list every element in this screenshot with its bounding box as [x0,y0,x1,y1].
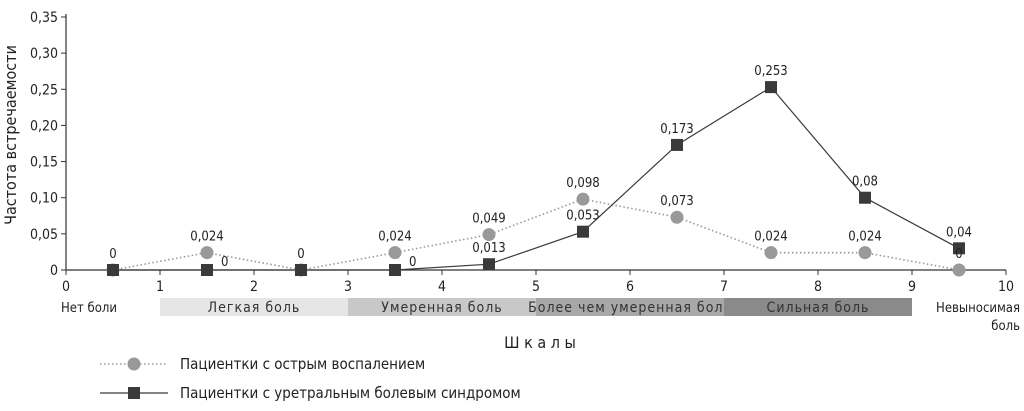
data-label: 0 [409,255,416,270]
series-point [483,258,495,271]
x-label-unbearable-1: Невыносимая [936,301,1020,316]
data-label: 0,024 [378,230,411,245]
x-label-no-pain: Нет боли [61,301,117,316]
series-point [765,81,777,94]
data-label: 0,049 [472,212,505,227]
x-axis-title: Ш к а л ы [504,333,576,352]
pain-band [536,298,724,316]
series-point [670,210,684,224]
series-line [112,198,960,271]
x-tick-label: 9 [908,279,916,295]
legend-marker [128,387,140,399]
series-point [858,246,872,260]
series-point [388,246,402,260]
data-label: 0,173 [660,122,693,137]
series-point [295,264,307,276]
series-point [107,264,119,276]
data-label: 0,053 [566,209,599,224]
x-tick-label: 7 [720,279,728,295]
data-label: 0,013 [472,241,505,256]
legend-label: Пациентки с уретральным болевым синдромо… [180,384,521,402]
x-tick-label: 3 [344,279,352,295]
x-tick-label: 2 [250,279,258,295]
series-point [200,246,214,260]
axes: 0 0,05 0,10 0,15 0,20 0,25 0,30 0,35 0 1 2 3 4 5 6 7 8 9 1… [30,10,1020,334]
series-point [389,264,401,276]
y-tick-label: 0,25 [30,82,58,98]
x-tick-label: 8 [814,279,822,295]
x-tick-label: 6 [626,279,634,295]
legend-label: Пациентки с острым воспалением [180,355,425,373]
series-point [201,264,213,276]
data-label: 0,08 [852,175,878,190]
series-markers [106,81,966,277]
x-tick-label: 1 [156,279,164,295]
series-lines [112,86,960,271]
data-label: 0 [221,255,228,270]
pain-band-label: Легкая боль [208,300,301,316]
x-tick-label: 10 [998,279,1014,295]
data-label: 0,253 [754,64,787,79]
data-label: 0,073 [660,194,693,209]
pain-band [348,298,536,316]
y-axis-title: Частота встречаемости [1,45,20,225]
y-tick-label: 0,05 [30,227,58,243]
pain-band [724,298,912,316]
pain-band-label: Умеренная боль [381,300,502,316]
series-point [577,225,589,238]
y-tick-label: 0,20 [30,118,58,134]
x-label-unbearable-2: боль [991,319,1020,334]
series-line [113,86,960,271]
data-labels: 0 0,024 0 0 0,024 0 0,049 0,013 0,098 0,053 0,073 0… [109,64,972,270]
x-tick-label: 0 [62,279,70,295]
series-point [482,228,496,242]
data-label: 0,04 [946,225,972,240]
pain-band-label: Сильная боль [767,300,870,316]
legend-marker [127,357,141,371]
y-tick-label: 0,35 [30,10,58,26]
data-label: 0 [297,247,304,262]
series-point [576,192,590,206]
data-label: 0,024 [190,230,223,245]
series-point [764,246,778,260]
x-tick-label: 5 [532,279,540,295]
legend: Пациентки с острым воспалением Пациентки … [100,355,521,402]
series-point [953,242,965,255]
data-label: 0 [955,247,962,262]
y-tick-label: 0,30 [30,46,58,62]
data-label: 0 [109,247,116,262]
y-tick-label: 0 [50,263,58,279]
pain-band [160,298,348,316]
series-point [859,191,871,204]
data-label: 0,024 [848,230,881,245]
x-tick-label: 4 [438,279,446,295]
y-tick-label: 0,10 [30,191,58,207]
data-label: 0,098 [566,176,599,191]
pain-scale-bands: Легкая боль Умеренная боль Более чем умере… [160,298,912,316]
y-tick-label: 0,15 [30,155,58,171]
series-point [671,138,683,151]
pain-band-label: Более чем умеренная боль [528,300,732,316]
data-label: 0,024 [754,230,787,245]
series-point [952,263,966,277]
